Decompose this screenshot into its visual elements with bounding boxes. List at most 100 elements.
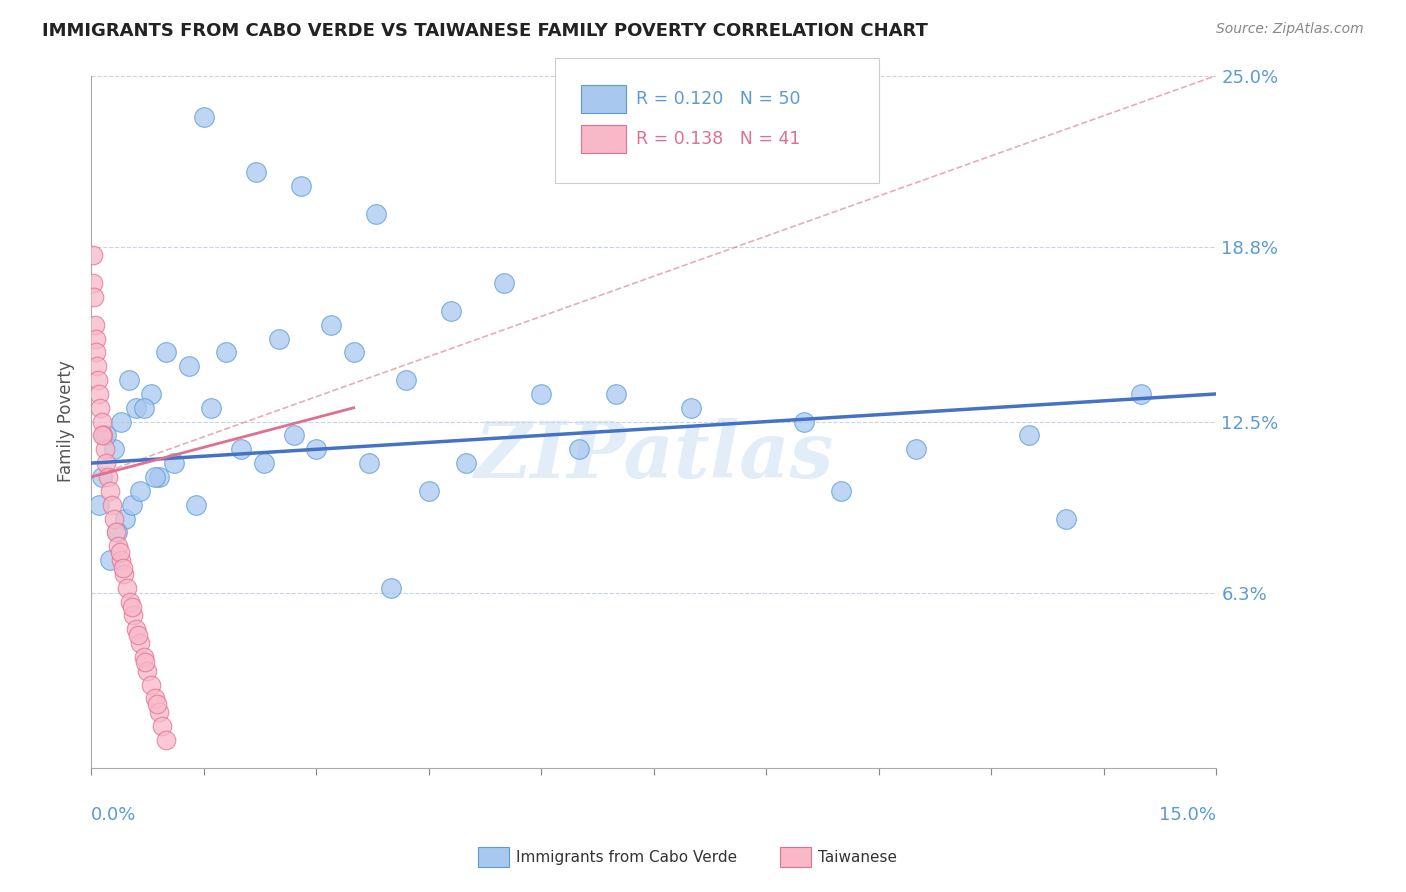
Point: [83, 290, 105, 304]
Text: 15.0%: 15.0%: [1160, 805, 1216, 824]
Point: [83, 318, 105, 332]
Point: [1130, 387, 1153, 401]
Point: [86, 359, 108, 374]
Point: [141, 387, 163, 401]
Point: [146, 697, 169, 711]
Point: [905, 442, 928, 457]
Point: [82, 248, 104, 262]
Point: [143, 470, 166, 484]
Point: [186, 498, 208, 512]
Point: [366, 207, 388, 221]
Point: [125, 401, 148, 415]
Point: [395, 373, 418, 387]
Point: [132, 649, 155, 664]
Point: [108, 545, 131, 559]
Point: [152, 719, 174, 733]
Point: [110, 553, 132, 567]
Point: [87, 373, 110, 387]
Point: [96, 428, 118, 442]
Point: [103, 442, 125, 457]
Point: [87, 498, 110, 512]
Point: [155, 345, 177, 359]
Point: [321, 318, 343, 332]
Point: [129, 483, 152, 498]
Point: [134, 656, 156, 670]
Point: [568, 442, 591, 457]
Text: R = 0.120   N = 50: R = 0.120 N = 50: [636, 90, 800, 108]
Point: [93, 442, 115, 457]
Point: [605, 387, 627, 401]
Point: [89, 401, 111, 415]
Point: [98, 483, 121, 498]
Point: [110, 415, 132, 429]
Point: [231, 442, 253, 457]
Point: [101, 498, 124, 512]
Point: [155, 733, 177, 747]
Point: [96, 456, 118, 470]
Point: [121, 498, 143, 512]
Point: [177, 359, 200, 374]
Point: [91, 470, 114, 484]
Point: [200, 401, 222, 415]
Point: [440, 304, 463, 318]
Text: Immigrants from Cabo Verde: Immigrants from Cabo Verde: [516, 850, 737, 864]
Point: [141, 678, 163, 692]
Point: [290, 179, 312, 194]
Point: [1054, 511, 1077, 525]
Point: [111, 561, 134, 575]
Point: [163, 456, 186, 470]
Point: [107, 525, 129, 540]
Point: [215, 345, 238, 359]
Point: [103, 511, 125, 525]
Y-axis label: Family Poverty: Family Poverty: [58, 360, 75, 483]
Point: [127, 628, 149, 642]
Point: [245, 165, 267, 179]
Point: [104, 525, 127, 540]
Point: [357, 456, 380, 470]
Point: [82, 276, 104, 290]
Point: [132, 401, 155, 415]
Point: [456, 456, 478, 470]
Point: [107, 539, 129, 553]
Point: [121, 600, 143, 615]
Point: [91, 428, 114, 442]
Text: R = 0.138   N = 41: R = 0.138 N = 41: [636, 130, 800, 148]
Point: [193, 110, 215, 124]
Text: 0.0%: 0.0%: [91, 805, 136, 824]
Point: [305, 442, 328, 457]
Point: [283, 428, 305, 442]
Point: [112, 566, 135, 581]
Point: [148, 706, 170, 720]
Text: Taiwanese: Taiwanese: [818, 850, 897, 864]
Point: [87, 387, 110, 401]
Text: ZIPatlas: ZIPatlas: [474, 418, 834, 494]
Point: [492, 276, 515, 290]
Text: Source: ZipAtlas.com: Source: ZipAtlas.com: [1216, 22, 1364, 37]
Point: [118, 373, 141, 387]
Point: [120, 594, 142, 608]
Point: [129, 636, 152, 650]
Point: [84, 332, 107, 346]
Point: [114, 511, 136, 525]
Point: [90, 415, 112, 429]
Point: [97, 470, 120, 484]
Point: [681, 401, 703, 415]
Point: [1018, 428, 1040, 442]
Point: [122, 608, 145, 623]
Point: [91, 428, 114, 442]
Point: [115, 581, 138, 595]
Point: [98, 553, 121, 567]
Point: [86, 345, 108, 359]
Point: [125, 622, 148, 636]
Point: [343, 345, 366, 359]
Point: [830, 483, 852, 498]
Point: [143, 691, 166, 706]
Point: [793, 415, 815, 429]
Point: [136, 664, 159, 678]
Point: [418, 483, 440, 498]
Text: IMMIGRANTS FROM CABO VERDE VS TAIWANESE FAMILY POVERTY CORRELATION CHART: IMMIGRANTS FROM CABO VERDE VS TAIWANESE …: [42, 22, 928, 40]
Point: [530, 387, 553, 401]
Point: [267, 332, 290, 346]
Point: [380, 581, 402, 595]
Point: [253, 456, 276, 470]
